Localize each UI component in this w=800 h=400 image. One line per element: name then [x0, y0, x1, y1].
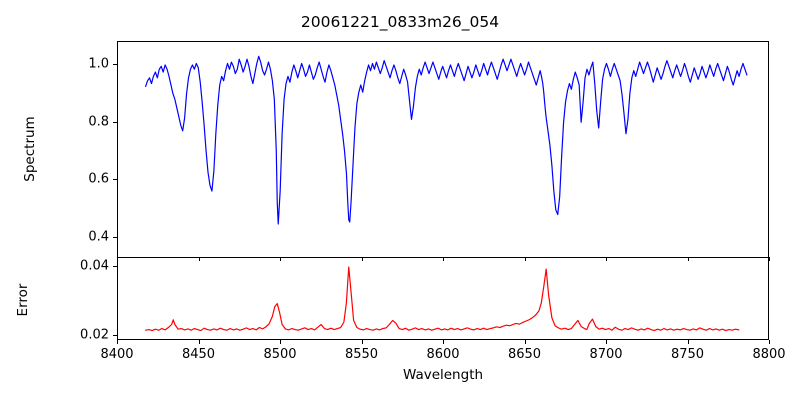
x-tick-mark — [687, 340, 689, 344]
x-tick-mark — [117, 340, 119, 344]
error-series-svg — [145, 266, 740, 332]
x-tick-mark — [606, 257, 608, 261]
x-tick-mark — [606, 340, 608, 344]
spectrum-series-svg — [145, 55, 748, 225]
x-tick-label: 8400 — [100, 347, 134, 362]
y-tick-label: 0.04 — [80, 258, 109, 274]
spectrum-plot-area — [117, 41, 769, 257]
x-tick-label: 8650 — [507, 347, 542, 362]
x-tick-label: 8800 — [752, 347, 786, 362]
x-tick-mark — [524, 340, 526, 344]
y-tick-label: 0.02 — [80, 327, 109, 343]
y-tick-mark — [113, 334, 117, 336]
y-tick-mark — [113, 265, 117, 267]
x-tick-mark — [769, 257, 771, 261]
y-tick-mark — [113, 64, 117, 66]
x-tick-mark — [361, 340, 363, 344]
y-tick-label: 1.0 — [88, 56, 109, 72]
y-tick-label: 0.4 — [88, 229, 109, 245]
y-tick-mark — [113, 236, 117, 238]
spectrum-line — [145, 55, 748, 225]
y-tick-label: 0.6 — [88, 171, 109, 187]
x-tick-mark — [198, 257, 200, 261]
y-tick-mark — [113, 179, 117, 181]
x-tick-mark — [361, 257, 363, 261]
error-y-axis-label: Error — [15, 283, 31, 317]
x-tick-mark — [769, 340, 771, 344]
x-tick-mark — [198, 340, 200, 344]
x-tick-label: 8450 — [181, 347, 216, 362]
x-tick-mark — [687, 257, 689, 261]
x-tick-mark — [280, 257, 282, 261]
error-plot-area — [117, 257, 769, 340]
y-tick-label: 0.8 — [88, 114, 109, 130]
x-tick-mark — [117, 257, 119, 261]
x-tick-mark — [443, 340, 445, 344]
x-axis-label: Wavelength — [402, 367, 484, 383]
x-tick-label: 8750 — [670, 347, 705, 362]
figure-title: 20061221_0833m26_054 — [300, 13, 500, 31]
error-line — [145, 266, 740, 332]
x-tick-label: 8550 — [344, 347, 379, 362]
x-tick-label: 8700 — [589, 347, 623, 362]
y-tick-mark — [113, 121, 117, 123]
x-tick-mark — [443, 257, 445, 261]
spectrum-y-axis-label: Spectrum — [22, 116, 38, 182]
x-tick-mark — [524, 257, 526, 261]
x-tick-label: 8500 — [263, 347, 297, 362]
x-tick-label: 8600 — [426, 347, 460, 362]
x-tick-mark — [280, 340, 282, 344]
